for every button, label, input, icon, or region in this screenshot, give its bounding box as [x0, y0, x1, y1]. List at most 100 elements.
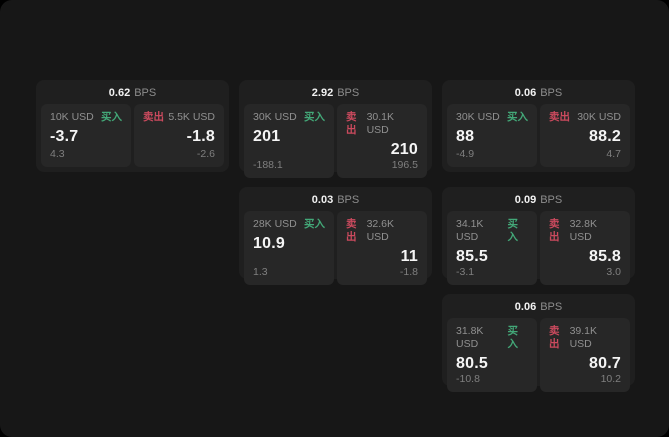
card-body: 28K USD 买入 10.9 1.3 卖出 32.6K USD 11 -1.8 — [244, 211, 427, 285]
buy-price: -3.7 — [50, 128, 79, 145]
buy-panel[interactable]: 34.1K USD 买入 85.5 -3.1 — [447, 211, 537, 285]
sell-change: 10.2 — [600, 373, 621, 385]
quotes-grid: 0.62 BPS 10K USD 买入 -3.7 4.3 卖出 5.5K USD — [36, 80, 635, 392]
buy-amount: 28K USD — [253, 218, 297, 230]
sell-change: -1.8 — [399, 266, 418, 278]
bps-value: 0.62 — [108, 87, 131, 99]
card-header: 0.09 BPS — [447, 192, 630, 211]
sell-amount: 30K USD — [577, 111, 621, 123]
sell-panel[interactable]: 卖出 5.5K USD -1.8 -2.6 — [134, 104, 224, 167]
buy-label: 买入 — [507, 111, 528, 123]
sell-panel[interactable]: 卖出 30.1K USD 210 196.5 — [337, 104, 427, 178]
buy-amount: 31.8K USD — [456, 325, 484, 350]
buy-change: -3.1 — [456, 266, 475, 278]
buy-panel[interactable]: 30K USD 买入 201 -188.1 — [244, 104, 334, 178]
sell-amount: 32.6K USD — [366, 218, 395, 243]
sell-panel-top: 卖出 30K USD — [549, 111, 621, 124]
buy-panel[interactable]: 30K USD 买入 88 -4.9 — [447, 104, 537, 167]
buy-change: -4.9 — [456, 148, 475, 160]
buy-label: 买入 — [304, 218, 325, 230]
buy-panel-top: 30K USD 买入 — [253, 111, 325, 124]
sell-change: -2.6 — [196, 148, 215, 160]
buy-change: 4.3 — [50, 148, 65, 160]
sell-panel[interactable]: 卖出 39.1K USD 80.7 10.2 — [540, 318, 630, 392]
buy-panel[interactable]: 10K USD 买入 -3.7 4.3 — [41, 104, 131, 167]
buy-price: 201 — [253, 128, 281, 145]
card-body: 30K USD 买入 201 -188.1 卖出 30.1K USD 210 1… — [244, 104, 427, 178]
card-body: 10K USD 买入 -3.7 4.3 卖出 5.5K USD -1.8 -2.… — [41, 104, 224, 167]
quote-card: 0.06 BPS 30K USD 买入 88 -4.9 卖出 30K USD — [442, 80, 635, 172]
buy-price: 88 — [456, 128, 475, 145]
sell-price: 210 — [390, 141, 418, 158]
card-body: 31.8K USD 买入 80.5 -10.8 卖出 39.1K USD 80.… — [447, 318, 630, 392]
card-body: 34.1K USD 买入 85.5 -3.1 卖出 32.8K USD 85.8… — [447, 211, 630, 285]
buy-panel-top: 28K USD 买入 — [253, 218, 325, 231]
buy-panel-top: 34.1K USD 买入 — [456, 218, 528, 244]
buy-panel[interactable]: 31.8K USD 买入 80.5 -10.8 — [447, 318, 537, 392]
card-body: 30K USD 买入 88 -4.9 卖出 30K USD 88.2 4.7 — [447, 104, 630, 167]
sell-change: 3.0 — [606, 266, 621, 278]
bps-value: 2.92 — [311, 87, 334, 99]
sell-price: 80.7 — [589, 355, 621, 372]
sell-amount: 5.5K USD — [168, 111, 215, 123]
sell-amount: 39.1K USD — [569, 325, 598, 350]
sell-panel[interactable]: 卖出 32.8K USD 85.8 3.0 — [540, 211, 630, 285]
buy-panel-top: 31.8K USD 买入 — [456, 325, 528, 351]
card-header: 0.62 BPS — [41, 85, 224, 104]
sell-label: 卖出 — [143, 111, 164, 123]
card-header: 0.06 BPS — [447, 85, 630, 104]
bps-suffix-label: BPS — [540, 301, 563, 313]
quote-card: 0.03 BPS 28K USD 买入 10.9 1.3 卖出 32.6K USD — [239, 187, 432, 285]
sell-panel-top: 卖出 5.5K USD — [143, 111, 215, 124]
buy-amount: 10K USD — [50, 111, 94, 123]
buy-label: 买入 — [101, 111, 122, 123]
buy-label: 买入 — [304, 111, 325, 123]
buy-amount: 30K USD — [456, 111, 500, 123]
buy-amount: 30K USD — [253, 111, 297, 123]
sell-panel[interactable]: 卖出 32.6K USD 11 -1.8 — [337, 211, 427, 285]
quote-card: 0.06 BPS 31.8K USD 买入 80.5 -10.8 卖出 39.1K… — [442, 294, 635, 392]
sell-panel-top: 卖出 32.8K USD — [549, 218, 621, 244]
bps-value: 0.03 — [311, 194, 334, 206]
bps-suffix-label: BPS — [540, 194, 563, 206]
buy-price: 10.9 — [253, 235, 285, 252]
buy-price: 80.5 — [456, 355, 488, 372]
bps-suffix-label: BPS — [540, 87, 563, 99]
sell-price: 88.2 — [589, 128, 621, 145]
quote-card: 2.92 BPS 30K USD 买入 201 -188.1 卖出 30.1K U… — [239, 80, 432, 178]
buy-change: -10.8 — [456, 373, 480, 385]
sell-panel-top: 卖出 30.1K USD — [346, 111, 418, 137]
buy-change: 1.3 — [253, 266, 268, 278]
sell-label: 卖出 — [549, 111, 570, 123]
bps-suffix-label: BPS — [337, 87, 360, 99]
bps-value: 0.06 — [514, 87, 537, 99]
sell-label: 卖出 — [346, 218, 357, 243]
sell-label: 卖出 — [549, 325, 560, 350]
buy-label: 买入 — [507, 218, 518, 243]
buy-amount: 34.1K USD — [456, 218, 484, 243]
sell-amount: 32.8K USD — [569, 218, 598, 243]
buy-price: 85.5 — [456, 248, 488, 265]
sell-panel-top: 卖出 32.6K USD — [346, 218, 418, 244]
bps-suffix-label: BPS — [337, 194, 360, 206]
bps-suffix-label: BPS — [134, 87, 157, 99]
buy-panel-top: 30K USD 买入 — [456, 111, 528, 124]
sell-price: 11 — [400, 248, 418, 265]
sell-panel-top: 卖出 39.1K USD — [549, 325, 621, 351]
buy-label: 买入 — [507, 325, 518, 350]
sell-change: 4.7 — [606, 148, 621, 160]
quote-card: 0.62 BPS 10K USD 买入 -3.7 4.3 卖出 5.5K USD — [36, 80, 229, 172]
sell-price: -1.8 — [186, 128, 215, 145]
quote-card: 0.09 BPS 34.1K USD 买入 85.5 -3.1 卖出 32.8K … — [442, 187, 635, 285]
buy-panel-top: 10K USD 买入 — [50, 111, 122, 124]
sell-amount: 30.1K USD — [366, 111, 395, 136]
sell-panel[interactable]: 卖出 30K USD 88.2 4.7 — [540, 104, 630, 167]
card-header: 0.03 BPS — [244, 192, 427, 211]
buy-change: -188.1 — [253, 159, 283, 171]
bps-value: 0.09 — [514, 194, 537, 206]
card-header: 0.06 BPS — [447, 299, 630, 318]
buy-panel[interactable]: 28K USD 买入 10.9 1.3 — [244, 211, 334, 285]
sell-label: 卖出 — [346, 111, 357, 136]
card-header: 2.92 BPS — [244, 85, 427, 104]
